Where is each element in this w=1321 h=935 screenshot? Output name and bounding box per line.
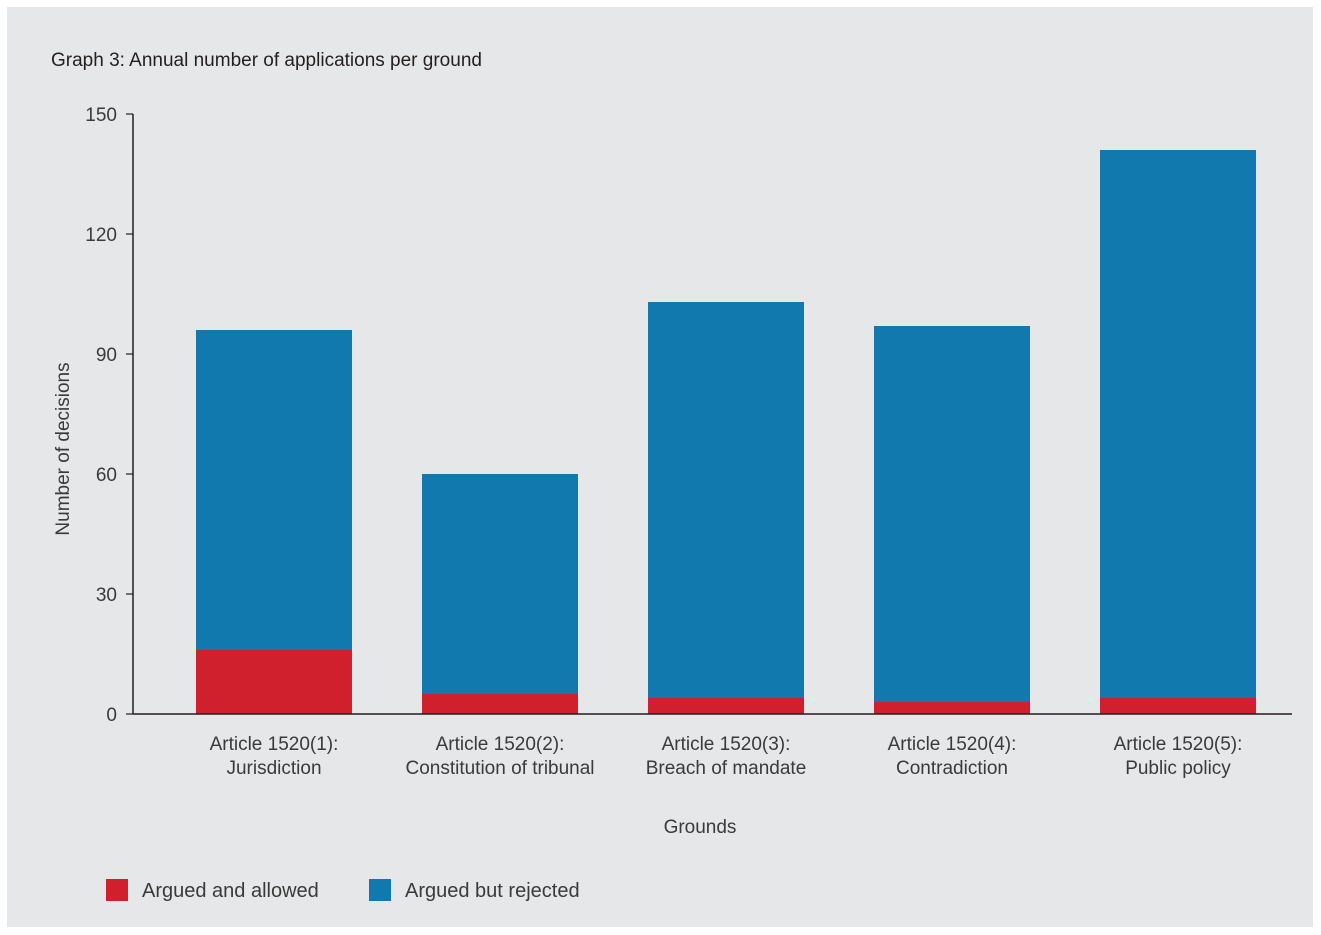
x-category-label: Breach of mandate (646, 758, 807, 779)
x-category-label: Public policy (1125, 758, 1231, 779)
legend-label: Argued but rejected (405, 880, 580, 902)
bar-rejected (648, 302, 804, 698)
bar-rejected (422, 474, 578, 694)
y-tick-label: 0 (106, 705, 117, 726)
x-category-label: Article 1520(5): (1114, 734, 1243, 755)
y-tick-label: 90 (96, 345, 117, 366)
x-category-labels: Article 1520(1): Jurisdiction Article 1520… (210, 734, 1243, 779)
x-category-label: Article 1520(3): (662, 734, 791, 755)
bar-rejected (1100, 150, 1256, 698)
bar-rejected (874, 326, 1030, 702)
y-tick-label: 30 (96, 585, 117, 606)
bars (196, 150, 1256, 714)
bar-rejected (196, 330, 352, 650)
x-category-label: Article 1520(1): (210, 734, 339, 755)
x-axis-label: Grounds (664, 817, 737, 838)
legend-swatch (106, 879, 128, 901)
bar-allowed (648, 698, 804, 714)
bar-allowed (422, 694, 578, 714)
y-axis-label: Number of decisions (53, 362, 74, 535)
legend-label: Argued and allowed (142, 880, 319, 902)
legend-swatch (369, 879, 391, 901)
x-category-label: Article 1520(2): (436, 734, 565, 755)
x-category-label: Contradiction (896, 758, 1008, 779)
bar-allowed (196, 650, 352, 714)
y-tick-label: 60 (96, 465, 117, 486)
x-category-label: Article 1520(4): (888, 734, 1017, 755)
x-category-label: Jurisdiction (226, 758, 321, 779)
legend: Argued and allowed Argued but rejected (106, 879, 580, 902)
y-tick-label: 150 (85, 105, 117, 126)
bar-allowed (1100, 698, 1256, 714)
y-ticks: 0 30 60 90 120 150 (85, 105, 133, 726)
x-category-label: Constitution of tribunal (405, 758, 594, 779)
bar-allowed (874, 702, 1030, 714)
chart-title: Graph 3: Annual number of applications p… (51, 50, 482, 71)
y-tick-label: 120 (85, 225, 117, 246)
